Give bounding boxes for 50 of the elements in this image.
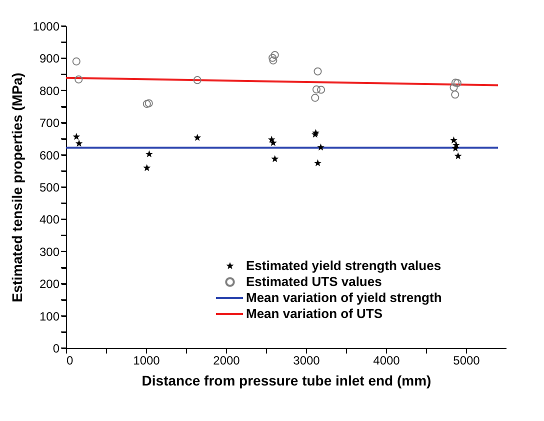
legend-label: Mean variation of UTS [246, 306, 383, 321]
legend-label: Mean variation of yield strength [246, 290, 442, 305]
y-tick-label: 800 [39, 84, 60, 98]
point [271, 155, 279, 162]
point [317, 144, 324, 151]
x-tick-label: 5000 [453, 354, 480, 368]
y-tick-label: 200 [39, 277, 60, 292]
y-tick-label: 1000 [32, 20, 60, 34]
point [75, 140, 83, 147]
x-tick-label: 2000 [213, 354, 240, 368]
point [314, 159, 322, 166]
point [450, 83, 458, 92]
point [450, 136, 458, 144]
y-tick-label: 500 [39, 180, 60, 194]
point [454, 152, 462, 160]
point [268, 54, 277, 62]
point [144, 99, 153, 108]
y-tick-label: 100 [39, 309, 60, 324]
point [142, 100, 151, 108]
point [72, 57, 80, 66]
point [193, 76, 202, 84]
legend-label: Estimated yield strength values [246, 258, 442, 273]
point [314, 67, 322, 76]
y-tick-label: 400 [39, 212, 60, 227]
y-tick-label: 0 [52, 342, 60, 356]
point [453, 78, 462, 88]
y-tick-label: 300 [39, 244, 60, 259]
point [143, 164, 151, 172]
point [146, 150, 153, 158]
point [312, 85, 321, 94]
x-tick-label: 1000 [133, 354, 160, 368]
point [270, 139, 277, 146]
x-tick-label: 4000 [373, 354, 400, 368]
point [451, 90, 460, 99]
y-tick-label: 600 [39, 148, 60, 162]
point [194, 134, 202, 141]
y-axis-title: Estimated tensile properties (MPa) [8, 72, 25, 302]
y-tick-label: 700 [39, 116, 60, 130]
x-axis-title: Distance from pressure tube inlet end (mm) [142, 372, 432, 388]
y-tick-label: 900 [39, 52, 60, 66]
point [74, 75, 83, 84]
point [451, 78, 460, 87]
legend-label: Estimated UTS values [246, 274, 382, 289]
point [72, 132, 80, 140]
x-tick-label: 3000 [293, 354, 320, 368]
point [311, 94, 320, 102]
point [317, 86, 326, 94]
point [269, 56, 278, 64]
x-tick-label: 0 [66, 354, 74, 368]
point [270, 50, 279, 60]
